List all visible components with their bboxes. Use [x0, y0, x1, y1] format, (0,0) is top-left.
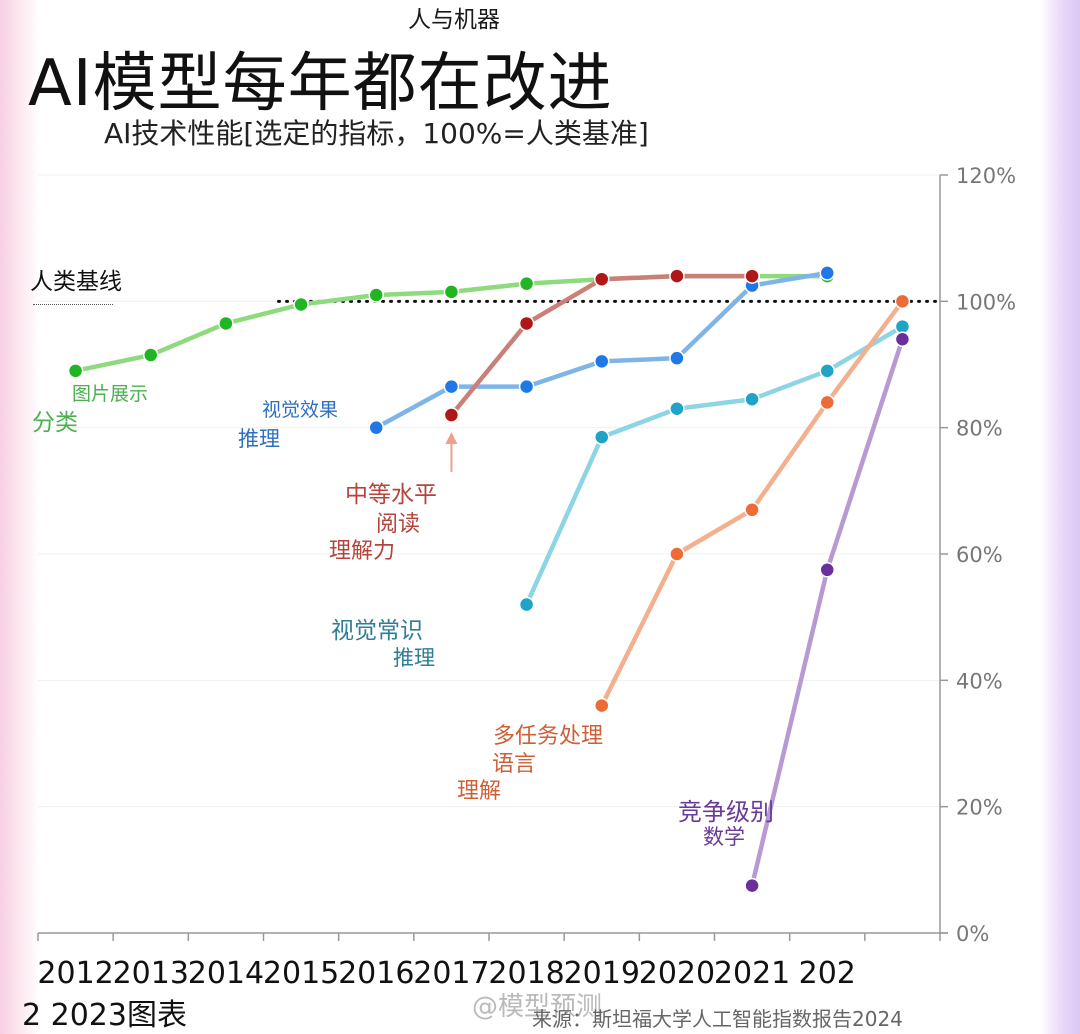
data-point [518, 378, 535, 395]
series-label: 视觉效果 [262, 399, 338, 421]
series-line-1 [374, 270, 830, 430]
series-label: 理解力 [329, 539, 395, 564]
y-tick-label: 120% [956, 164, 1016, 188]
data-point [368, 419, 384, 436]
data-point [594, 353, 610, 370]
baseline-label: 人类基线 [30, 269, 122, 295]
series-label: 语言 [492, 752, 536, 777]
footer-left-text: 2 2023图表 [22, 998, 187, 1033]
x-tick-label: 2020 [639, 956, 715, 991]
data-point [443, 378, 460, 395]
data-point [293, 296, 309, 313]
x-tick-label: 2016 [338, 956, 414, 991]
series-label: 竞争级别 [678, 798, 774, 826]
baseline-label-underline [33, 304, 113, 305]
x-tick-label: 2014 [188, 956, 264, 991]
x-tick-label: 2018 [488, 956, 564, 991]
data-point [594, 697, 610, 714]
y-tick-label: 80% [956, 417, 1003, 441]
data-point [894, 331, 911, 347]
annotation-arrow-head [445, 432, 458, 444]
source-note: 来源：斯坦福大学人工智能指数报告2024 [532, 1007, 903, 1031]
data-point [594, 429, 610, 445]
chart-title: AI模型每年都在改进 [28, 47, 613, 121]
data-point [744, 502, 760, 518]
series-line-5 [749, 336, 905, 888]
y-tick-label: 100% [956, 290, 1016, 314]
data-point [669, 400, 685, 417]
chart-subtitle: AI技术性能[选定的指标，100%=人类基准] [104, 117, 649, 150]
x-tick-label: 2017 [413, 956, 489, 991]
data-point [819, 394, 835, 411]
axes: 0%20%40%60%80%100%120%201220132014201520… [37, 164, 1016, 991]
series-label: 分类 [32, 410, 78, 436]
series-line-3 [524, 324, 905, 607]
y-tick-label: 60% [956, 543, 1003, 567]
series-label: 推理 [393, 646, 435, 670]
x-tick-label: 202 [799, 956, 856, 991]
data-point [218, 315, 234, 332]
data-point [518, 596, 535, 613]
series-label: 数学 [703, 825, 745, 849]
series-line-2 [449, 273, 755, 418]
data-point [67, 363, 84, 379]
data-point [443, 284, 460, 300]
data-point [744, 877, 760, 894]
y-tick-label: 20% [956, 796, 1003, 820]
y-tick-label: 40% [956, 669, 1003, 693]
data-point [744, 391, 760, 407]
series-label: 图片展示 [72, 383, 148, 405]
series-label: 理解 [457, 779, 501, 804]
top-label: 人与机器 [408, 7, 500, 33]
x-tick-label: 2013 [113, 956, 189, 991]
series-label: 多任务处理 [493, 724, 603, 749]
data-point [143, 347, 159, 363]
data-point [819, 562, 835, 578]
series-label: 视觉常识 [331, 618, 423, 644]
series-label: 推理 [238, 427, 280, 451]
x-tick-label: 2019 [564, 956, 640, 991]
data-point [518, 275, 535, 292]
data-point [744, 268, 760, 284]
series-label: 阅读 [376, 512, 420, 537]
data-point [894, 293, 911, 310]
data-point [594, 271, 610, 287]
data-point [669, 546, 685, 562]
y-tick-label: 0% [956, 922, 989, 946]
series-lines [67, 265, 911, 894]
data-point [368, 287, 384, 303]
x-tick-label: 2015 [263, 956, 339, 991]
data-point [518, 315, 535, 332]
x-tick-label: 2012 [37, 956, 113, 991]
data-point [443, 407, 460, 423]
data-point [669, 268, 685, 284]
series-label: 中等水平 [345, 482, 437, 508]
data-point [819, 363, 835, 379]
data-point [819, 265, 835, 281]
watermark: @模型预测 [472, 992, 603, 1022]
data-point [669, 350, 685, 366]
x-tick-label: 2021 [714, 956, 790, 991]
